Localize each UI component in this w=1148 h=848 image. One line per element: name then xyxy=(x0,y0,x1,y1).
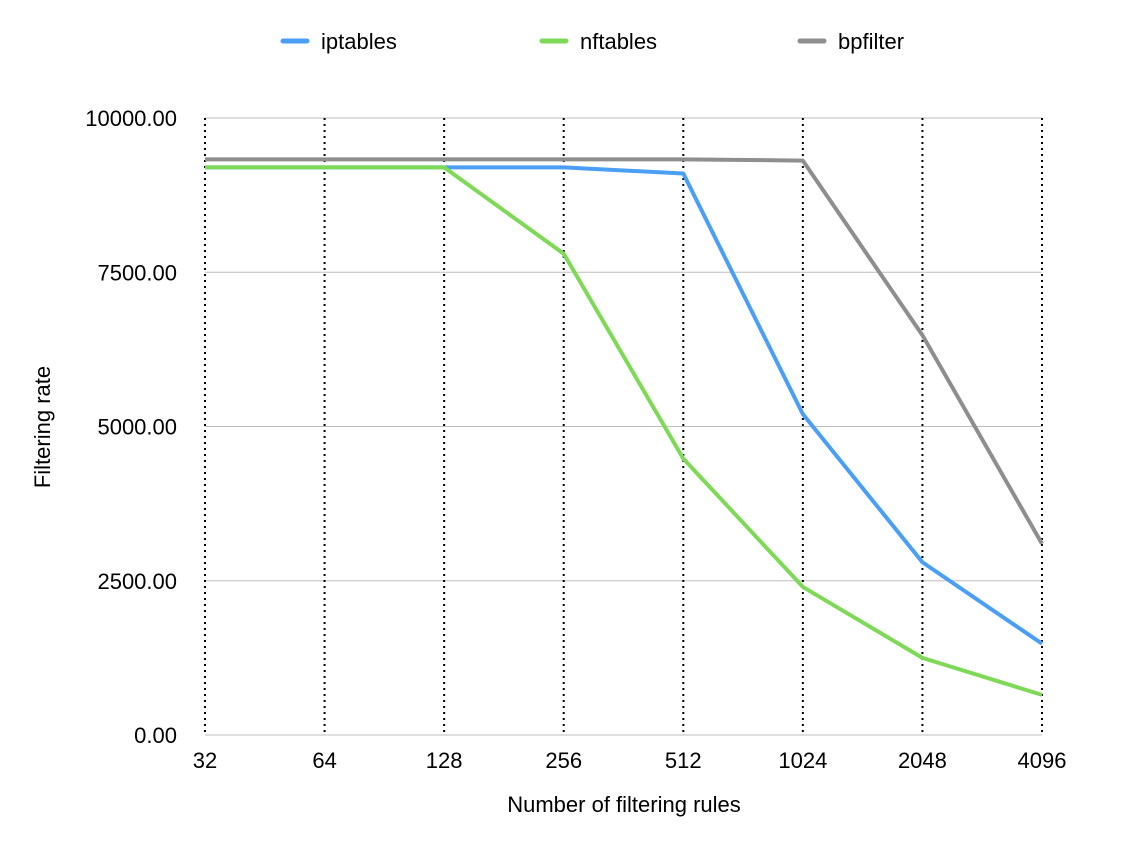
series-line-nftables xyxy=(205,165,1043,697)
x-tick-label: 1024 xyxy=(778,748,827,773)
legend-label-iptables: iptables xyxy=(321,29,397,54)
x-tick-label: 64 xyxy=(312,748,336,773)
x-axis-ticks: 32 64 128 256 512 1024 2048 4096 xyxy=(193,748,1067,773)
y-tick-label: 2500.00 xyxy=(97,569,177,594)
series-layer xyxy=(205,157,1044,697)
y-tick-label: 10000.00 xyxy=(85,106,177,131)
x-tick-label: 2048 xyxy=(898,748,947,773)
legend: iptables nftables bpfilter xyxy=(280,29,904,54)
x-tick-label: 4096 xyxy=(1018,748,1067,773)
x-tick-label: 128 xyxy=(426,748,463,773)
y-tick-label: 0.00 xyxy=(134,723,177,748)
y-axis-title: Filtering rate xyxy=(30,366,55,488)
x-axis-title: Number of filtering rules xyxy=(507,792,741,817)
y-tick-label: 7500.00 xyxy=(97,260,177,285)
x-tick-label: 32 xyxy=(193,748,217,773)
x-tick-label: 256 xyxy=(545,748,582,773)
series-line-bpfilter xyxy=(205,157,1044,545)
series-line-iptables xyxy=(205,165,1044,646)
legend-label-bpfilter: bpfilter xyxy=(838,29,904,54)
legend-label-nftables: nftables xyxy=(580,29,657,54)
y-axis-ticks: 0.00 2500.00 5000.00 7500.00 10000.00 xyxy=(85,106,177,748)
x-tick-label: 512 xyxy=(665,748,702,773)
y-tick-label: 5000.00 xyxy=(97,415,177,440)
grid xyxy=(204,117,1043,736)
